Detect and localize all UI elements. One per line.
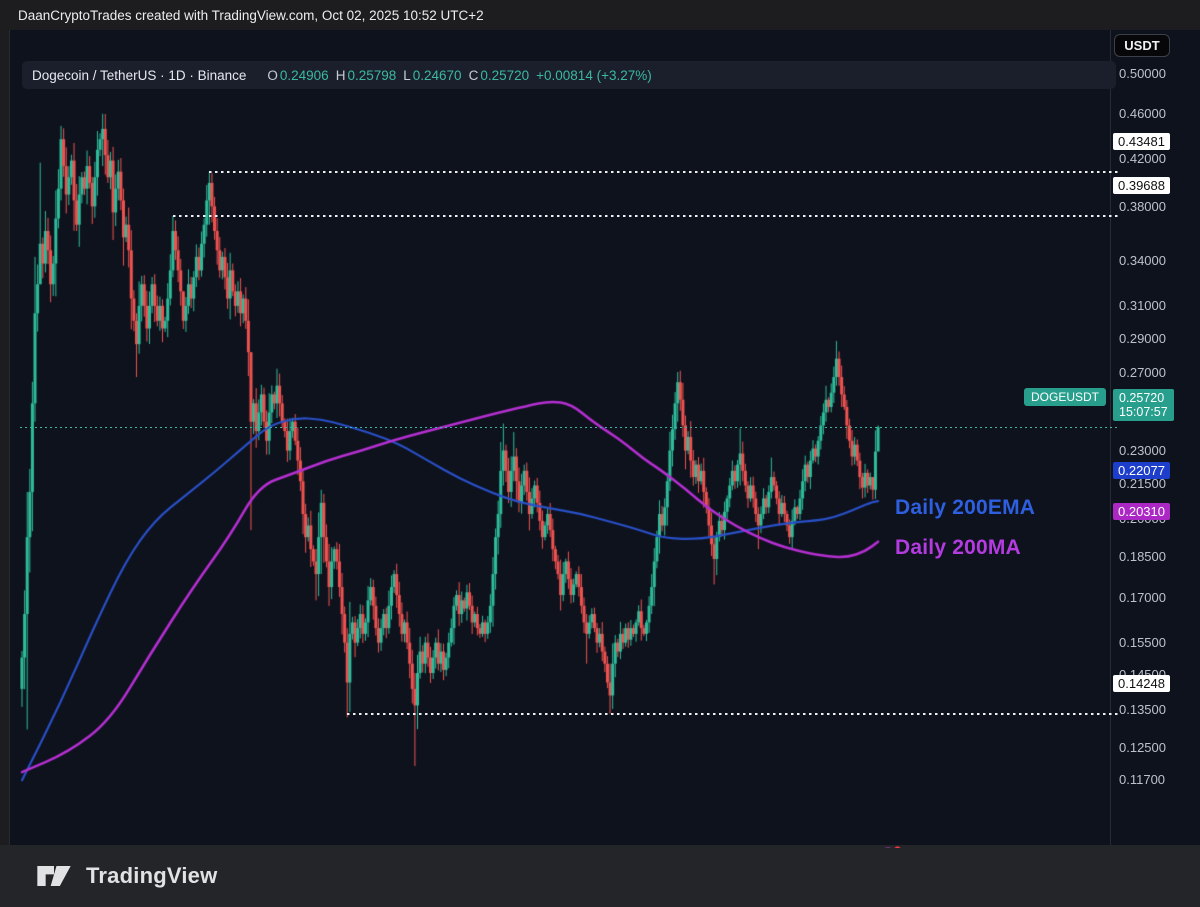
price-level-label: 0.14248 xyxy=(1113,674,1170,692)
high-label: H xyxy=(335,67,346,83)
high-value: 0.25798 xyxy=(347,67,397,83)
countdown-timer: 15:07:57 xyxy=(1119,404,1168,419)
last-price-value: 0.25720 xyxy=(1119,390,1165,405)
close-value: 0.25720 xyxy=(480,67,530,83)
candlestick-canvas[interactable] xyxy=(20,60,1120,848)
last-price-line xyxy=(20,426,1120,428)
price-tick: 0.23000 xyxy=(1119,443,1166,459)
symbol-title[interactable]: Dogecoin / TetherUS · 1D · Binance xyxy=(32,67,247,83)
price-tick: 0.50000 xyxy=(1119,65,1166,81)
price-tick: 0.27000 xyxy=(1119,365,1166,381)
price-tick: 0.38000 xyxy=(1119,199,1166,215)
price-tick: 0.17000 xyxy=(1119,590,1166,606)
price-level-line[interactable] xyxy=(347,712,1120,715)
price-tick: 0.13500 xyxy=(1119,702,1166,718)
price-tick: 0.29000 xyxy=(1119,330,1166,346)
price-level-label: 0.39688 xyxy=(1113,177,1170,195)
low-value: 0.24670 xyxy=(412,67,462,83)
symbol-price-flag[interactable]: DOGEUSDT xyxy=(1023,387,1106,406)
ema-price-label: 0.22077 xyxy=(1113,462,1170,480)
ema-annotation: Daily 200EMA xyxy=(895,496,1036,519)
price-tick: 0.34000 xyxy=(1119,253,1166,269)
price-level-line[interactable] xyxy=(209,170,1120,173)
chart-pane[interactable]: Daily 200EMA Daily 200MA xyxy=(20,60,1120,848)
price-tick: 0.12500 xyxy=(1119,739,1166,755)
price-level-label: 0.43481 xyxy=(1113,132,1170,150)
lightning-badge-icon[interactable] xyxy=(874,844,904,848)
ma-annotation: Daily 200MA xyxy=(895,536,1021,559)
attribution-text: DaanCryptoTrades created with TradingVie… xyxy=(18,7,484,23)
currency-toggle-button[interactable]: USDT xyxy=(1114,34,1170,57)
open-label: O xyxy=(267,67,278,83)
tradingview-brand-text[interactable]: TradingView xyxy=(86,863,218,888)
price-tick: 0.31000 xyxy=(1119,298,1166,314)
close-label: C xyxy=(468,67,479,83)
price-tick: 0.18500 xyxy=(1119,549,1166,565)
ma-price-label: 0.20310 xyxy=(1113,502,1170,520)
price-tick: 0.46000 xyxy=(1119,106,1166,122)
open-value: 0.24906 xyxy=(279,67,329,83)
tradingview-logo-icon[interactable] xyxy=(34,859,74,893)
footer-bar: TradingView xyxy=(0,845,1200,907)
symbol-legend-bar[interactable]: Dogecoin / TetherUS · 1D · Binance O 0.2… xyxy=(22,61,1116,89)
attribution-bar: DaanCryptoTrades created with TradingVie… xyxy=(0,0,1200,30)
chart-widget: Daily 200EMA Daily 200MA Dogecoin / Teth… xyxy=(9,30,1200,870)
low-label: L xyxy=(403,67,411,83)
price-level-line[interactable] xyxy=(172,215,1120,218)
change-value: +0.00814 (+3.27%) xyxy=(536,67,652,83)
last-price-label: 0.25720 15:07:57 xyxy=(1113,388,1174,421)
price-tick: 0.42000 xyxy=(1119,150,1166,166)
price-tick: 0.21500 xyxy=(1119,476,1166,492)
price-tick: 0.15500 xyxy=(1119,635,1166,650)
price-tick: 0.11700 xyxy=(1119,771,1166,787)
price-scale[interactable]: 0.50000 0.46000 0.42000 0.38000 0.34000 0.310… xyxy=(1110,30,1200,845)
